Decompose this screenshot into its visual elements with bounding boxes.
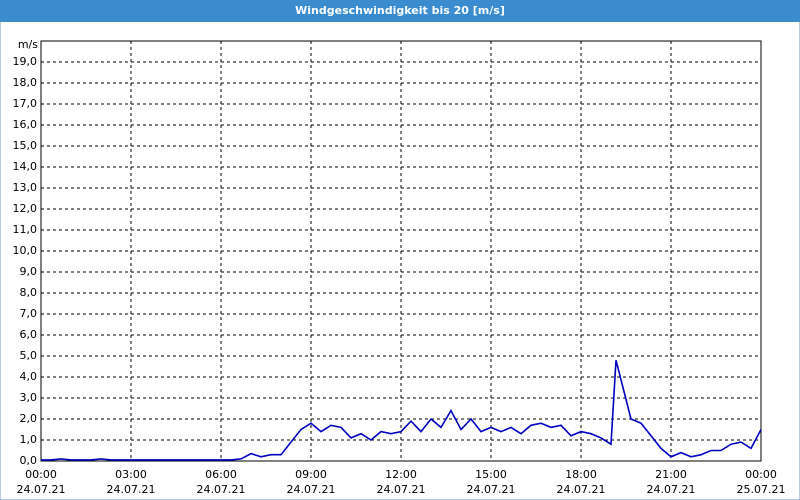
x-tick-label: 00:00	[745, 468, 777, 481]
x-tick-date: 24.07.21	[647, 483, 696, 496]
x-tick-label: 09:00	[295, 468, 327, 481]
plot-border	[40, 40, 762, 462]
x-tick-label: 15:00	[475, 468, 507, 481]
x-tick-label: 00:00	[25, 468, 57, 481]
y-tick-label: 4,0	[20, 370, 38, 383]
y-tick-label: 11,0	[13, 223, 38, 236]
chart-title: Windgeschwindigkeit bis 20 [m/s]	[295, 4, 505, 17]
y-tick-label: 1,0	[20, 433, 38, 446]
x-tick-date: 24.07.21	[107, 483, 156, 496]
y-tick-label: 8,0	[20, 286, 38, 299]
y-tick-label: 17,0	[13, 97, 38, 110]
x-tick-date: 24.07.21	[287, 483, 336, 496]
y-tick-label: 14,0	[13, 160, 38, 173]
y-tick-label: 7,0	[20, 307, 38, 320]
y-tick-label: 3,0	[20, 391, 38, 404]
x-tick-label: 06:00	[205, 468, 237, 481]
title-bar	[0, 0, 800, 22]
y-unit: m/s	[18, 38, 38, 51]
data-line	[41, 360, 762, 461]
x-tick-label: 18:00	[565, 468, 597, 481]
y-tick-label: 6,0	[20, 328, 38, 341]
x-tick-label: 21:00	[655, 468, 687, 481]
x-tick-date: 24.07.21	[467, 483, 516, 496]
x-tick-date: 24.07.21	[557, 483, 606, 496]
y-tick-label: 9,0	[20, 265, 38, 278]
x-tick-date: 25.07.21	[737, 483, 786, 496]
y-tick-label: 10,0	[13, 244, 38, 257]
x-tick-date: 24.07.21	[377, 483, 426, 496]
y-tick-label: 15,0	[13, 139, 38, 152]
x-tick-date: 24.07.21	[197, 483, 246, 496]
y-tick-label: 5,0	[20, 349, 38, 362]
y-tick-label: 16,0	[13, 118, 38, 131]
y-tick-label: 18,0	[13, 76, 38, 89]
y-tick-label: 13,0	[13, 181, 38, 194]
y-tick-label: 19,0	[13, 55, 38, 68]
y-tick-label: 12,0	[13, 202, 38, 215]
x-tick-date: 24.07.21	[17, 483, 66, 496]
x-tick-label: 03:00	[115, 468, 147, 481]
x-tick-label: 12:00	[385, 468, 417, 481]
y-tick-label: 0,0	[20, 454, 38, 467]
y-tick-label: 2,0	[20, 412, 38, 425]
